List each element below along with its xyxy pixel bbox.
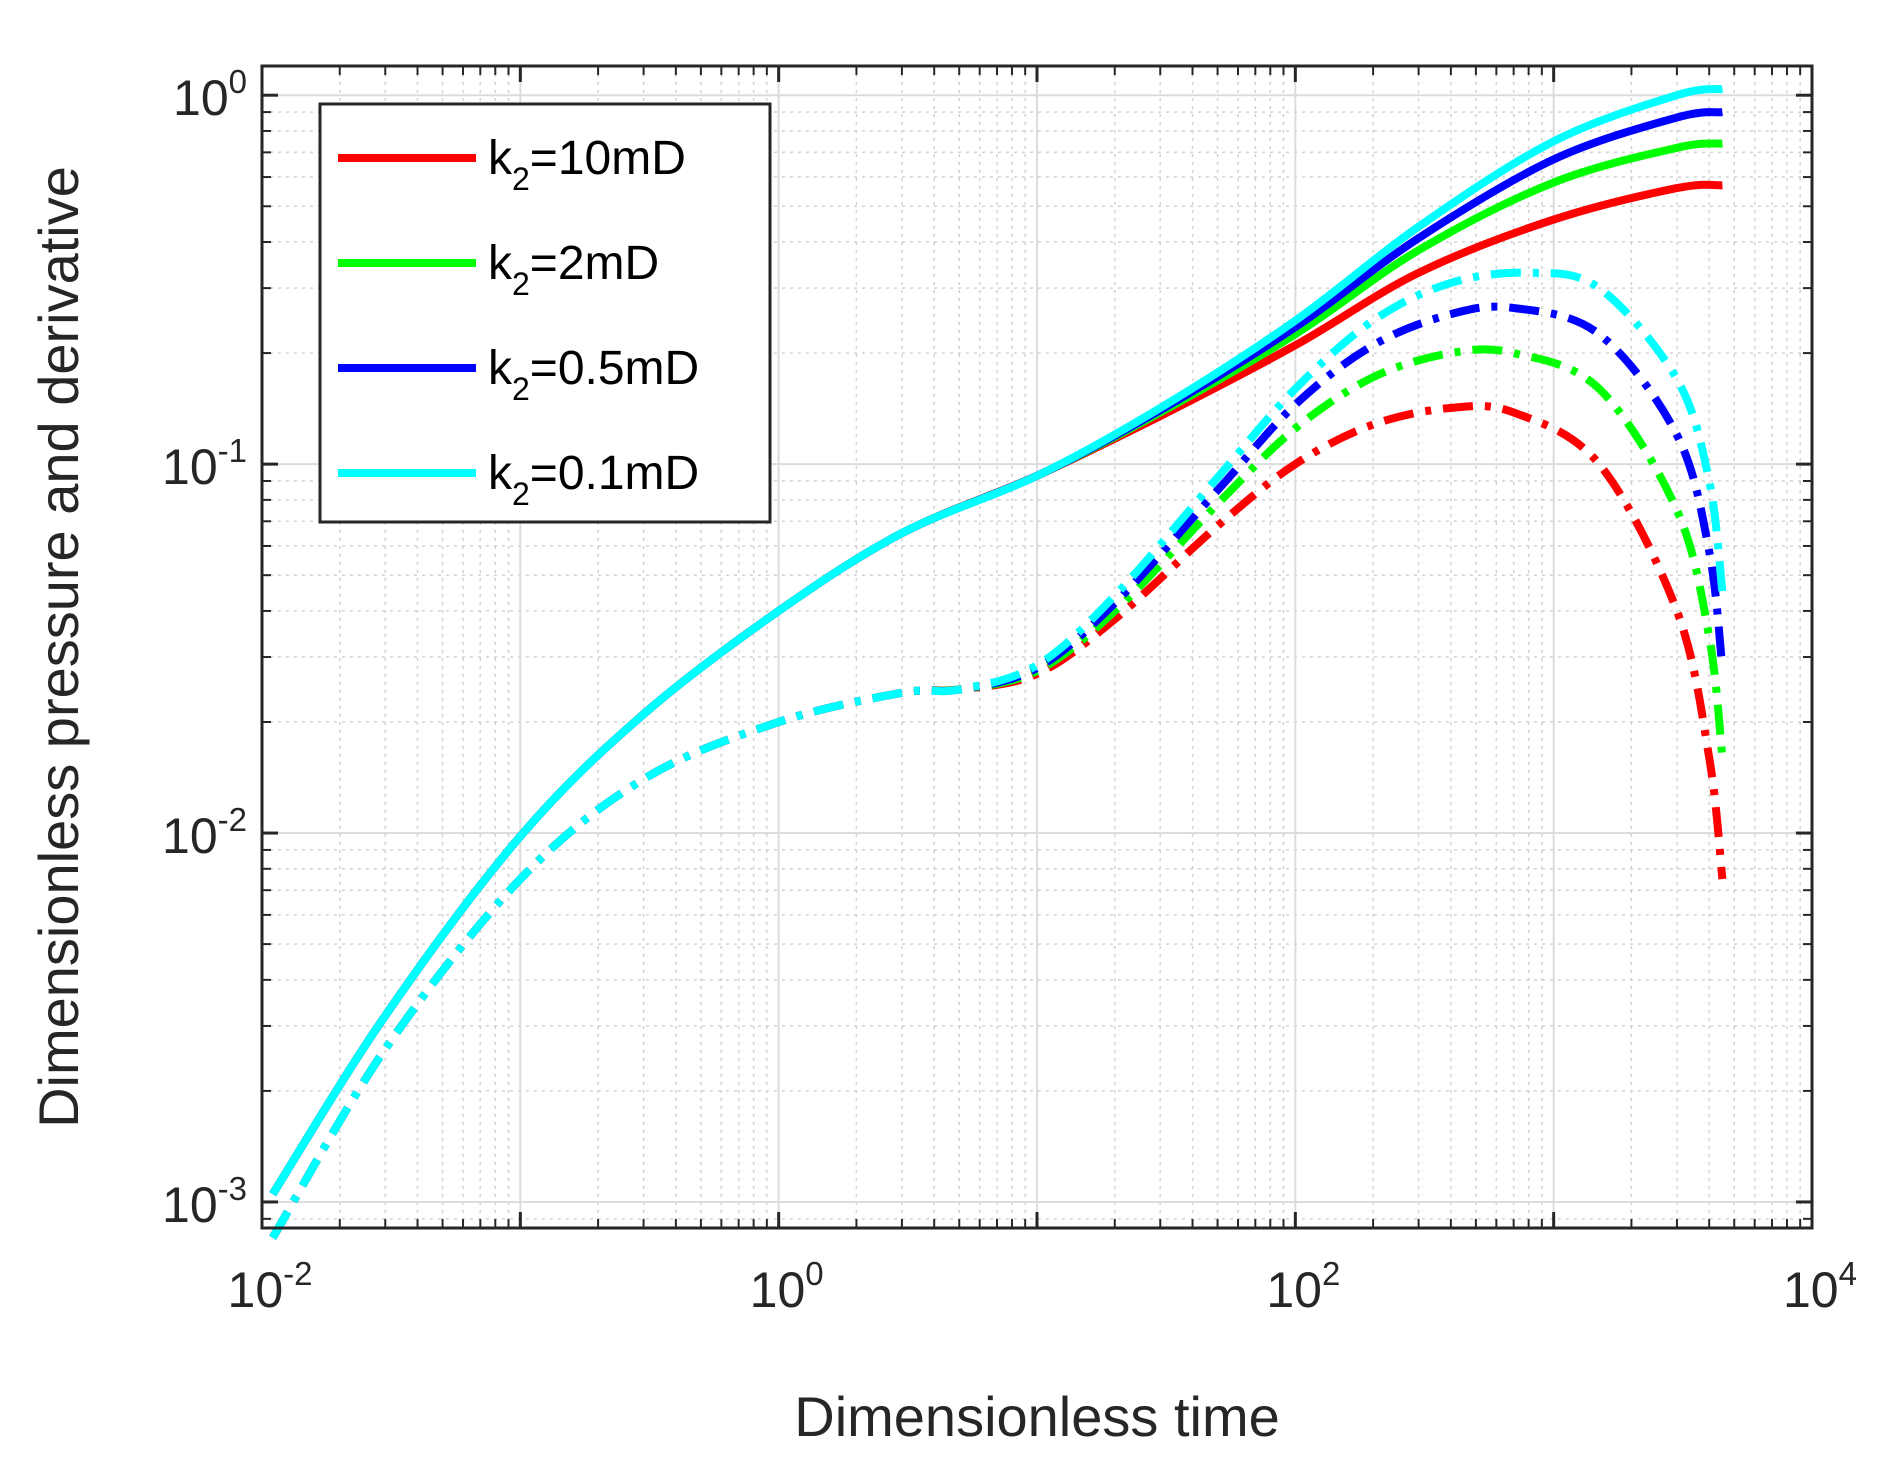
y-tick-label: 10-2 (162, 801, 247, 864)
legend: k2=10mD k2=2mD k2=0.5mD k2=0.1mD (318, 102, 772, 524)
ticks-layer (260, 66, 1814, 1228)
legend-label-2: k2=2mD (488, 237, 659, 302)
x-tick-label: 100 (750, 1255, 824, 1318)
y-tick-label: 10-1 (162, 432, 247, 495)
x-axis-title: Dimensionless time (794, 1385, 1280, 1448)
legend-box (318, 102, 772, 524)
legend-label-3: k2=0.5mD (488, 342, 699, 407)
x-tick-labels: 10-2 100 102 104 (228, 1255, 1857, 1318)
legend-label-4: k2=0.1mD (488, 447, 699, 512)
y-tick-label: 100 (173, 63, 247, 126)
legend-label-1: k2=10mD (488, 132, 686, 197)
series-pressure-4 (269, 84, 1723, 1197)
y-tick-label: 10-3 (162, 1170, 247, 1233)
y-tick-labels: 10-3 10-2 10-1 100 (162, 63, 247, 1233)
y-axis-title: Dimensionless pressure and derivative (27, 166, 90, 1128)
series-layer (269, 84, 1727, 1240)
series-derivative-1 (269, 401, 1727, 1240)
x-tick-label: 104 (1783, 1255, 1857, 1318)
x-tick-label: 102 (1266, 1255, 1340, 1318)
x-tick-label: 10-2 (228, 1255, 313, 1318)
